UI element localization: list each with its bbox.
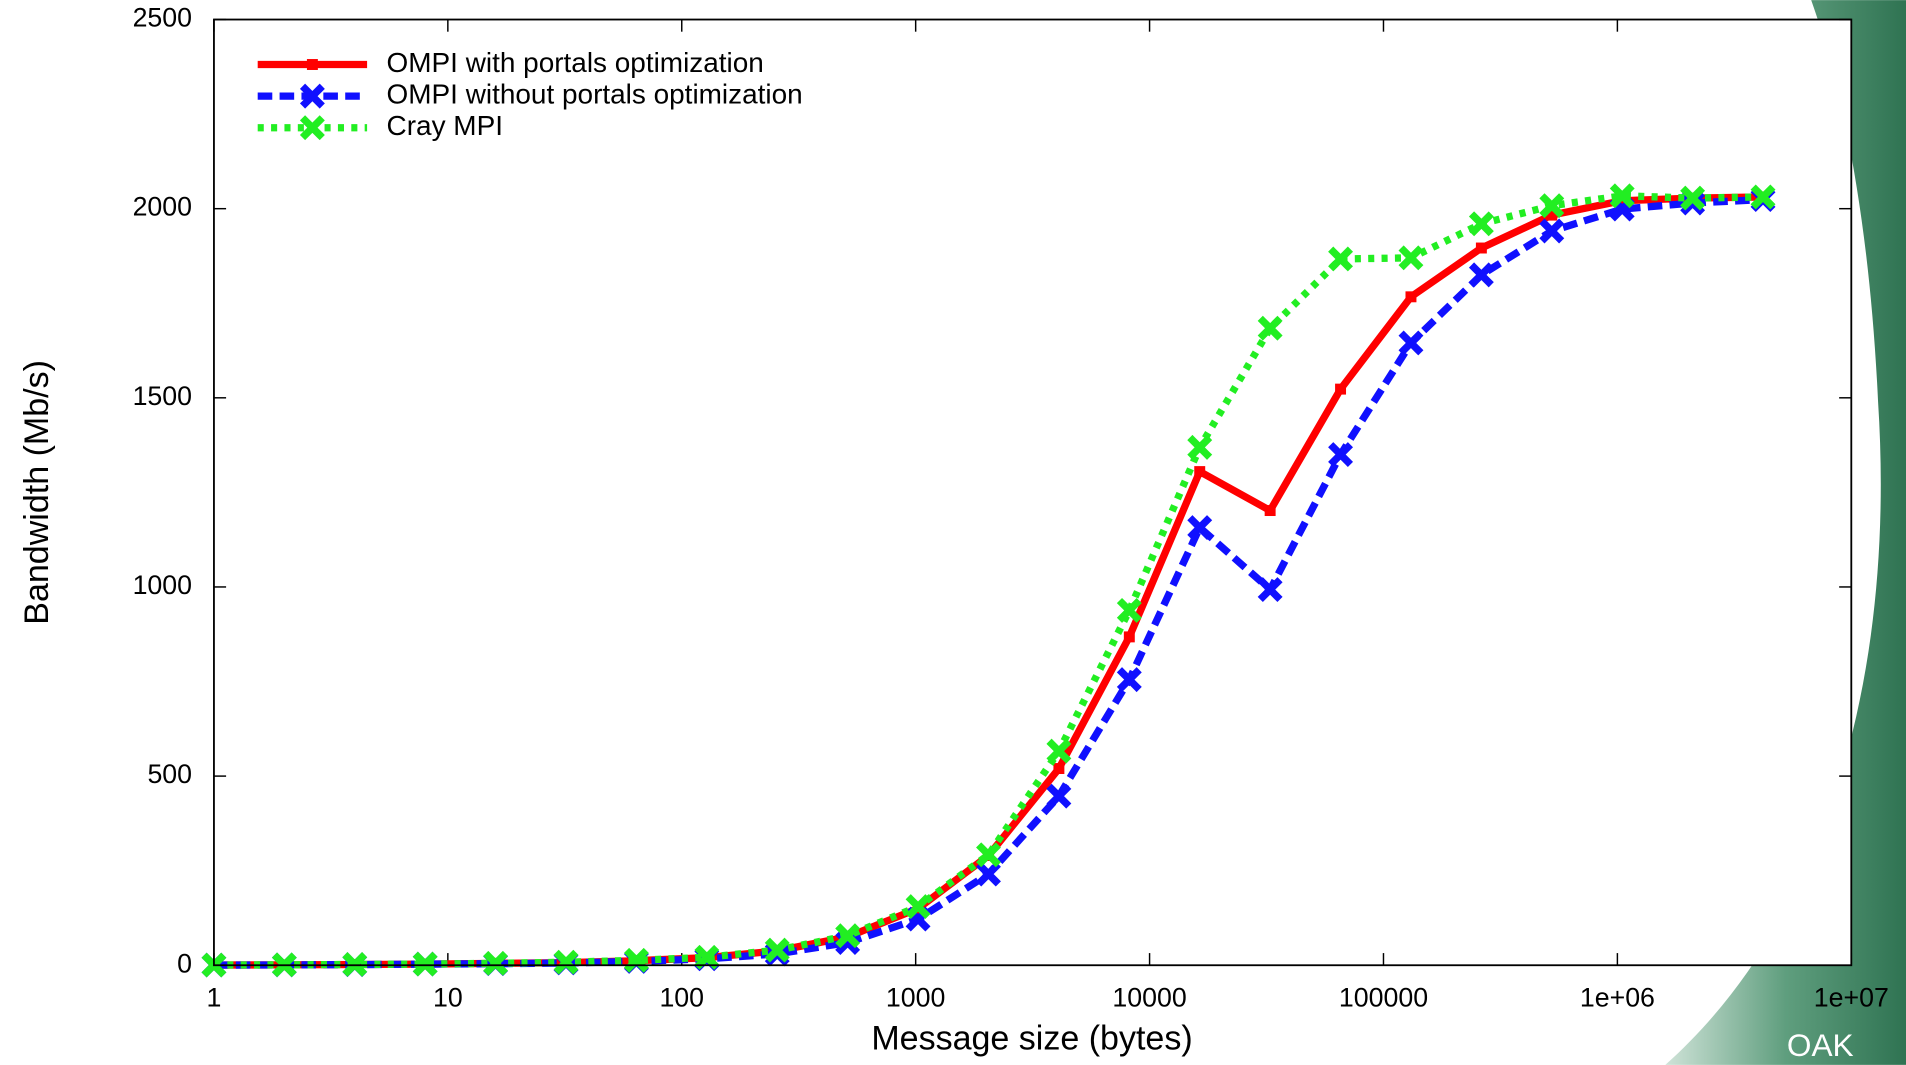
marker <box>1398 330 1424 356</box>
y-tick-label: 1000 <box>133 570 192 600</box>
plot-area <box>201 183 1776 978</box>
marker <box>1398 245 1424 271</box>
x-tick-label: 100000 <box>1339 982 1428 1012</box>
x-tick-label: 100 <box>659 982 704 1012</box>
marker <box>1468 211 1494 237</box>
y-axis-title: Bandwidth (Mb/s) <box>18 360 56 625</box>
plot-frame <box>213 18 1853 967</box>
x-tick-label: 10 <box>433 982 463 1012</box>
marker <box>1539 193 1565 219</box>
marker <box>1257 315 1283 341</box>
marker <box>553 949 579 975</box>
x-tick-label: 10000 <box>1112 982 1186 1012</box>
x-tick-label: 1 <box>207 982 222 1012</box>
marker <box>976 842 1001 868</box>
series-line <box>213 192 1764 969</box>
marker <box>1539 218 1565 244</box>
x-axis-title: Message size (bytes) <box>871 1020 1192 1058</box>
marker <box>299 83 325 109</box>
marker <box>1750 184 1776 210</box>
axes: 1 10 100 1000 10000 100000 1e+06 1e+07 0 500 1000 1… <box>133 3 1889 1013</box>
marker <box>905 894 931 920</box>
marker <box>1335 383 1347 395</box>
marker <box>1609 183 1635 209</box>
x-tick-label: 1e+06 <box>1580 982 1655 1012</box>
marker <box>1475 242 1487 254</box>
plot-background <box>213 19 1852 966</box>
marker <box>1046 783 1072 809</box>
x-tick-label: 1e+07 <box>1814 982 1889 1012</box>
marker <box>1194 466 1206 478</box>
marker <box>835 923 861 949</box>
marker <box>1257 577 1283 603</box>
marker <box>1328 246 1354 272</box>
marker <box>483 950 509 976</box>
y-tick-label: 2500 <box>133 3 192 33</box>
y-tick-label: 1500 <box>133 381 192 411</box>
marker <box>976 861 1001 887</box>
marker <box>764 937 790 963</box>
marker <box>1680 185 1706 211</box>
y-tick-label: 2000 <box>133 192 192 222</box>
legend-label: OMPI without portals optimization <box>387 79 803 110</box>
marker <box>1046 738 1072 764</box>
marker <box>1187 515 1213 541</box>
logo-text: OAK <box>1787 1027 1854 1063</box>
marker <box>1468 262 1494 288</box>
marker <box>1187 434 1213 460</box>
legend-label: OMPI with portals optimization <box>387 47 764 78</box>
x-tick-label: 1000 <box>886 982 945 1012</box>
marker <box>306 59 318 70</box>
marker <box>694 944 720 970</box>
marker <box>1546 209 1558 221</box>
y-tick-label: 0 <box>177 948 192 978</box>
marker <box>1328 442 1354 468</box>
marker <box>1123 631 1135 643</box>
legend-label: Cray MPI <box>387 110 503 141</box>
y-tick-label: 500 <box>147 759 192 789</box>
marker <box>1405 291 1417 303</box>
marker <box>299 115 325 141</box>
marker <box>1264 505 1276 517</box>
marker <box>1116 667 1142 693</box>
marker <box>412 951 438 977</box>
marker <box>1053 763 1065 775</box>
marker <box>1116 597 1142 623</box>
